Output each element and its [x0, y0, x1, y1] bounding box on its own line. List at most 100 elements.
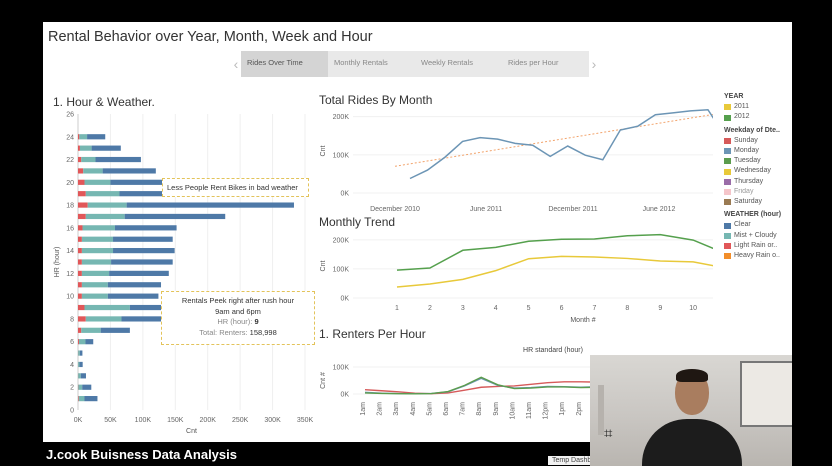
story-navigator: ‹ Rides Over Time Monthly Rentals Weekly… [231, 51, 599, 77]
bar-segment [78, 168, 84, 174]
tableau-dashboard: Rental Behavior over Year, Month, Week a… [43, 22, 792, 442]
legend-item[interactable]: Clear [724, 220, 781, 230]
bar-segment [85, 316, 122, 322]
story-tab-rides-per-hour[interactable]: Rides per Hour [502, 51, 589, 77]
monthly-trend-line-chart[interactable]: 0K100K200K123456789101112Month #Cnt [313, 230, 713, 330]
bar-segment [124, 213, 226, 220]
temp-dashboard-tab[interactable]: Temp Dashbo [548, 456, 600, 465]
bar-segment [110, 179, 179, 185]
bar-segment [109, 270, 169, 276]
legend-item[interactable]: 2012 [724, 112, 781, 122]
series-line-2011 [396, 255, 713, 288]
bar-segment [82, 225, 115, 231]
y-tick-label: 200K [333, 114, 350, 121]
video-caption: J.cook Buisness Data Analysis [46, 447, 237, 462]
legend-item[interactable]: Friday [724, 187, 781, 197]
wall-frame [740, 361, 792, 427]
y-tick-label: 4 [70, 362, 74, 369]
y-tick-label: 20 [66, 180, 74, 187]
legend-item[interactable]: Monday [724, 146, 781, 156]
bar-segment [85, 339, 94, 345]
hour-weather-bar-chart[interactable]: 0K 50K 100K 150K 200K 250K 300K 350K02468101214… [51, 110, 313, 440]
x-tick-label: 7 [593, 305, 597, 312]
bar-segment [81, 259, 112, 265]
legend-item[interactable]: Tuesday [724, 156, 781, 166]
bar-segment [78, 396, 85, 402]
legend-item[interactable]: Heavy Rain o.. [724, 251, 781, 261]
legend-item[interactable]: Wednesday [724, 166, 781, 176]
legend-year-title: YEAR [724, 93, 744, 100]
x-axis-label: Cnt [186, 428, 197, 435]
legend-item[interactable]: Light Rain or.. [724, 241, 781, 251]
bar-segment [78, 293, 82, 299]
story-next-arrow-icon[interactable]: › [591, 56, 597, 72]
x-tick-label: 200K [200, 417, 217, 424]
bar-segment [121, 316, 180, 322]
bar-segment [81, 327, 101, 333]
x-tick-label: 11am [526, 402, 533, 419]
bar-segment [87, 202, 127, 208]
y-tick-label: 100K [333, 266, 350, 273]
legend-item[interactable]: Saturday [724, 197, 781, 207]
bar-segment [78, 225, 83, 231]
bar-segment [85, 213, 125, 220]
y-tick-label: 100K [333, 152, 350, 159]
x-tick-label: 8 [625, 305, 629, 312]
renters-per-hour-line-chart[interactable]: HR standard (hour) 0K 100K 1am 2am 3am 4am 5am 6… [313, 344, 613, 439]
y-tick-label: 26 [66, 112, 74, 119]
legend-item[interactable]: Thursday [724, 177, 781, 187]
y-tick-label: 6 [70, 339, 74, 346]
trend-line [394, 113, 713, 167]
bar-segment [78, 327, 82, 333]
legend-item[interactable]: Mist + Cloudy [724, 231, 781, 241]
legend-item[interactable]: Sunday [724, 136, 781, 146]
x-tick-label: 250K [232, 417, 249, 424]
y-axis-label: Cnt [320, 146, 327, 157]
section-title-total-rides: Total Rides By Month [319, 93, 433, 107]
bar-segment [81, 156, 96, 163]
x-tick-label: June 2011 [470, 206, 502, 213]
x-tick-label: 4 [494, 305, 498, 312]
annotation-rush-hour-tooltip: Rentals Peek right after rush hour 9am a… [161, 291, 315, 345]
presenter-hair [676, 369, 708, 382]
bar-segment [81, 270, 110, 276]
x-tick-label: 6am [443, 402, 450, 416]
x-tick-label: 10am [509, 402, 516, 420]
bar-segment [84, 396, 98, 402]
story-tab-rides-over-time[interactable]: Rides Over Time [241, 51, 328, 77]
section-title-monthly-trend: Monthly Trend [319, 215, 396, 229]
x-tick-label: 2 [428, 305, 432, 312]
x-tick-label: 6 [560, 305, 564, 312]
bar-segment [111, 259, 173, 265]
y-tick-label: 18 [66, 203, 74, 210]
x-tick-label: 1pm [559, 402, 566, 416]
bar-segment [78, 179, 85, 185]
y-tick-label: 12 [66, 271, 74, 278]
x-tick-label: 300K [264, 417, 281, 424]
section-title-hour-weather: 1. Hour & Weather. [53, 95, 155, 109]
story-tab-weekly-rentals[interactable]: Weekly Rentals [415, 51, 502, 77]
bar-segment [78, 316, 86, 322]
lamp-stand [598, 385, 604, 435]
x-tick-label: 12pm [543, 402, 550, 420]
x-tick-label: 5am [426, 402, 433, 416]
legend-item[interactable]: 2011 [724, 102, 781, 112]
bar-segment [83, 168, 103, 174]
x-tick-label: 1am [360, 402, 367, 416]
hash-icon: ⌗ [604, 425, 613, 442]
bar-segment [78, 248, 82, 254]
x-tick-label: 5 [527, 305, 531, 312]
bar-segment [85, 191, 120, 197]
bar-segment [107, 293, 159, 299]
bar-segment [81, 248, 114, 254]
bar-segment [81, 236, 114, 242]
bar-segment [78, 339, 79, 345]
story-prev-arrow-icon[interactable]: ‹ [233, 56, 239, 72]
bar-segment [78, 191, 86, 197]
total-rides-line-chart[interactable]: 0K 100K 200K December 2010 June 2011 December… [313, 107, 713, 217]
bar-segment [78, 145, 80, 151]
bar-segment [78, 373, 81, 379]
y-tick-label: 10 [66, 294, 74, 301]
story-tab-monthly-rentals[interactable]: Monthly Rentals [328, 51, 415, 77]
y-tick-label: 8 [70, 316, 74, 323]
